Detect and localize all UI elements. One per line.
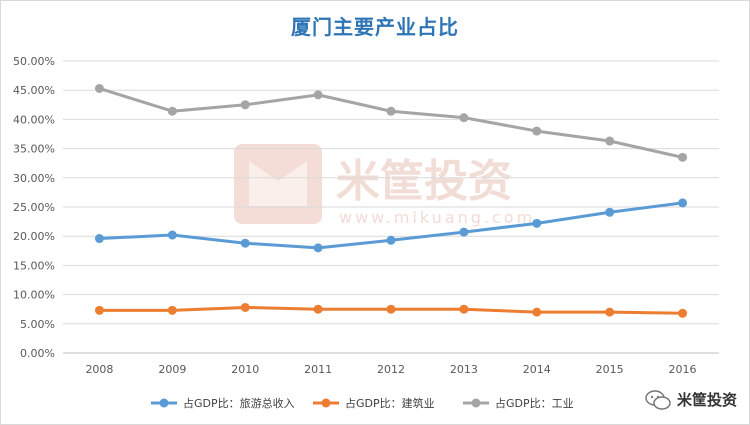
data-point (94, 83, 104, 93)
data-point (678, 152, 688, 162)
brand-label: 米筐投资 (676, 391, 737, 409)
data-point (532, 218, 542, 228)
y-axis: 0.00% 5.00% 10.00% 15.00% 20.00% 25.00% 30.00%… (13, 55, 55, 360)
data-point (459, 304, 469, 314)
y-tick-label: 50.00% (13, 55, 55, 68)
data-point (386, 304, 396, 314)
x-tick-label: 2014 (523, 363, 551, 376)
y-tick-label: 30.00% (13, 172, 55, 185)
data-point (459, 113, 469, 123)
data-point (167, 230, 177, 240)
x-tick-label: 2009 (158, 363, 186, 376)
data-point (240, 302, 250, 312)
y-tick-label: 35.00% (13, 143, 55, 156)
legend-label: 占GDP比：工业 (495, 396, 574, 410)
watermark-url: www.mikuang.com (339, 208, 535, 227)
data-point (94, 234, 104, 244)
data-point (605, 207, 615, 217)
brand-badge: 米筐投资 (645, 389, 737, 410)
x-tick-label: 2013 (450, 363, 478, 376)
x-tick-label: 2010 (231, 363, 259, 376)
y-tick-label: 45.00% (13, 84, 55, 97)
data-point (313, 90, 323, 100)
data-point (532, 126, 542, 136)
data-point (532, 307, 542, 317)
x-tick-label: 2008 (85, 363, 113, 376)
data-point (240, 100, 250, 110)
data-point (386, 106, 396, 116)
x-tick-label: 2015 (596, 363, 624, 376)
watermark-logo-mark (249, 161, 307, 206)
x-tick-label: 2012 (377, 363, 405, 376)
data-point (167, 305, 177, 315)
data-point (386, 235, 396, 245)
data-point (678, 308, 688, 318)
series-line (97, 86, 685, 159)
legend-label: 占GDP比：旅游总收入 (183, 396, 295, 410)
watermark: 米筐投资 www.mikuang.com (234, 144, 535, 227)
legend: 占GDP比：旅游总收入 占GDP比：建筑业 占GDP比：工业 (151, 396, 574, 410)
y-tick-label: 0.00% (20, 347, 55, 360)
data-point (240, 238, 250, 248)
data-point (605, 136, 615, 146)
data-point (459, 227, 469, 237)
y-tick-label: 5.00% (20, 318, 55, 331)
legend-swatch-marker (321, 398, 331, 408)
x-tick-label: 2011 (304, 363, 332, 376)
grid (63, 60, 719, 354)
wechat-icon (645, 389, 671, 410)
data-point (605, 307, 615, 317)
watermark-text: 米筐投资 (336, 156, 512, 207)
data-point (678, 198, 688, 208)
y-tick-label: 20.00% (13, 230, 55, 243)
x-axis: 2008 2009 2010 2011 2012 2013 2014 2015 2016 (85, 363, 696, 376)
data-point (94, 305, 104, 315)
legend-label: 占GDP比：建筑业 (345, 396, 435, 410)
y-tick-label: 15.00% (13, 259, 55, 272)
chart-title: 厦门主要产业占比 (291, 15, 459, 39)
y-tick-label: 25.00% (13, 201, 55, 214)
data-point (167, 106, 177, 116)
data-point (313, 243, 323, 253)
series-layer (94, 83, 688, 318)
y-tick-label: 10.00% (13, 289, 55, 302)
y-tick-label: 40.00% (13, 113, 55, 126)
legend-swatch-marker (471, 398, 481, 408)
legend-swatch-marker (159, 398, 169, 408)
x-tick-label: 2016 (669, 363, 697, 376)
data-point (313, 304, 323, 314)
